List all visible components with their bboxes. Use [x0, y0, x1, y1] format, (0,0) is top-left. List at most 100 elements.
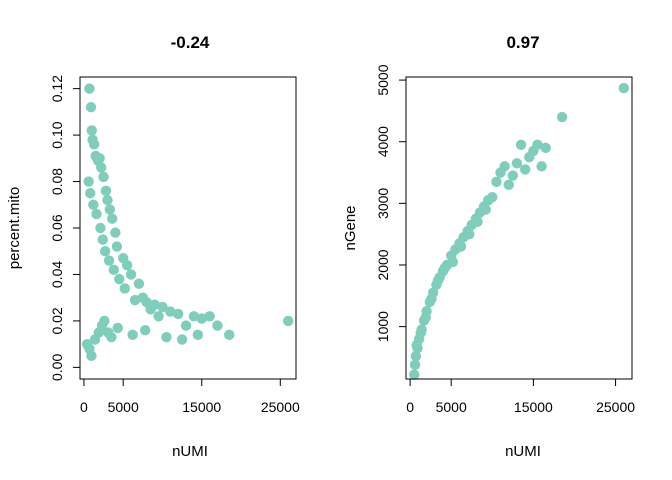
data-point [409, 369, 420, 380]
data-point [91, 208, 102, 220]
y-tick-label: 0.04 [49, 261, 65, 288]
y-axis: 1000 2000 3000 4000 5000 [375, 64, 407, 342]
data-point [411, 339, 422, 351]
data-point [111, 241, 123, 252]
data-point [83, 176, 94, 187]
data-point [224, 329, 235, 341]
data-point [426, 293, 437, 305]
scatter-panel-ngene: 0.97 0 5000 15000 25000 1000 2000 3000 4000 500… [342, 33, 635, 460]
data-point [487, 191, 498, 203]
data-point [86, 125, 97, 136]
y-axis: 0.00 0.02 0.04 0.06 0.08 0.10 0.12 [49, 75, 81, 381]
data-point [282, 315, 294, 327]
data-point [108, 264, 119, 276]
data-point [415, 327, 426, 338]
data-point [114, 273, 125, 285]
data-point [439, 262, 450, 274]
data-point [110, 227, 121, 238]
data-point [212, 320, 223, 331]
data-point [107, 213, 118, 224]
data-point [180, 320, 192, 331]
y-tick-label: 2000 [375, 249, 391, 280]
data-point [106, 331, 117, 343]
data-point [85, 187, 96, 199]
x-tick-label: 15000 [182, 399, 221, 415]
data-point [556, 111, 568, 123]
y-axis-label: nGene [342, 205, 359, 250]
data-point [455, 241, 467, 252]
data-point [464, 228, 475, 240]
data-point [99, 246, 111, 257]
data-point [99, 315, 110, 327]
data-point [176, 334, 188, 345]
data-point [95, 222, 106, 234]
data-point [540, 142, 551, 154]
data-point [84, 83, 95, 94]
x-tick-label: 0 [80, 399, 88, 415]
data-point [472, 216, 483, 228]
y-tick-label: 0.12 [49, 75, 65, 102]
data-point [121, 259, 133, 271]
data-point [119, 283, 130, 294]
scatter-panel-percent-mito: -0.24 0 5000 15000 25000 0.000.020.040.060.… [6, 33, 300, 460]
data-point [88, 199, 99, 210]
data-point [161, 331, 172, 343]
data-point [410, 351, 422, 362]
y-tick-label: 3000 [375, 188, 391, 219]
y-tick-label: 4000 [375, 126, 391, 157]
data-point [139, 325, 151, 336]
y-tick-label: 0.00 [49, 354, 65, 381]
y-tick-label: 0.06 [49, 214, 65, 241]
data-point [499, 161, 510, 172]
data-point [519, 164, 531, 175]
data-point [204, 311, 215, 322]
y-tick-label: 5000 [375, 64, 391, 95]
x-tick-label: 5000 [108, 399, 139, 415]
data-point [532, 139, 543, 150]
data-point [157, 301, 168, 313]
data-point [100, 185, 112, 197]
data-point [196, 313, 207, 324]
data-point [125, 269, 137, 280]
data-point [618, 82, 629, 94]
chart-title: -0.24 [171, 33, 210, 52]
data-point [409, 359, 421, 371]
data-point [188, 311, 200, 322]
data-point [97, 234, 108, 245]
x-tick-label: 25000 [596, 399, 635, 415]
y-tick-label: 0.10 [49, 121, 65, 148]
y-tick-label: 0.02 [49, 307, 65, 334]
data-point [432, 275, 444, 286]
x-tick-label: 0 [406, 399, 414, 415]
x-tick-label: 5000 [436, 399, 467, 415]
data-point [145, 304, 156, 315]
data-point [515, 139, 527, 150]
data-point [153, 311, 164, 322]
data-point [127, 329, 138, 341]
data-point [96, 162, 107, 173]
data-point [491, 176, 502, 187]
data-point [88, 139, 100, 150]
x-axis-label: nUMI [505, 443, 541, 460]
data-points [81, 83, 294, 361]
data-point [503, 179, 514, 191]
data-point [104, 204, 116, 215]
data-point [511, 158, 523, 169]
data-point [172, 308, 184, 320]
data-point [165, 306, 176, 317]
y-tick-label: 1000 [375, 311, 391, 342]
data-point [112, 322, 123, 334]
chart-title: 0.97 [506, 33, 539, 52]
data-point [447, 256, 459, 268]
data-point [94, 153, 105, 164]
data-point [133, 278, 145, 289]
plot-frame [405, 76, 633, 380]
data-point [86, 350, 97, 361]
y-tick-label: 0.08 [49, 168, 65, 195]
data-point [480, 204, 491, 215]
data-point [103, 255, 115, 266]
x-axis: 0 5000 15000 25000 [406, 378, 635, 415]
data-point [102, 194, 113, 206]
data-point [98, 171, 109, 183]
